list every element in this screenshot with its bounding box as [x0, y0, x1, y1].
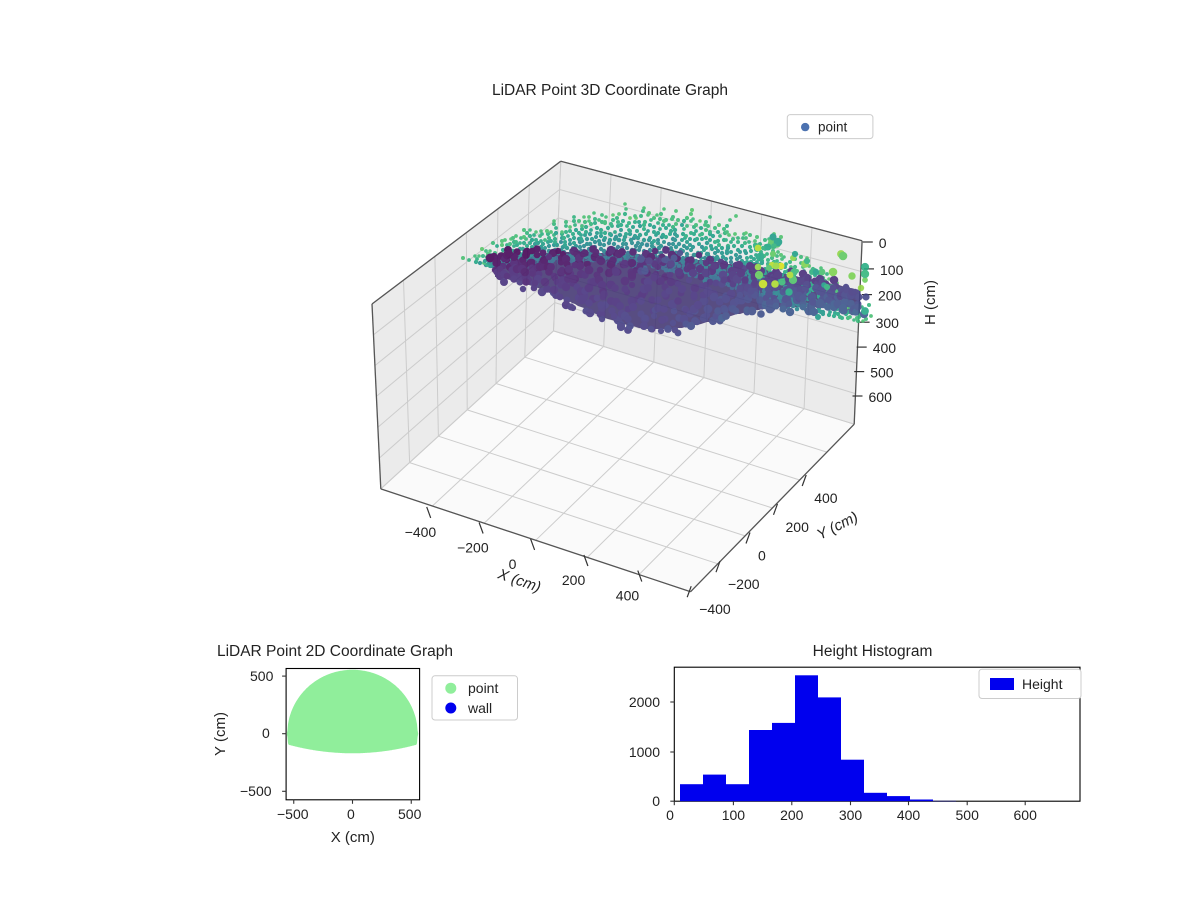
svg-text:100: 100 — [722, 807, 746, 823]
svg-text:0: 0 — [666, 807, 674, 823]
svg-text:0: 0 — [652, 793, 660, 809]
svg-text:400: 400 — [897, 807, 921, 823]
svg-text:500: 500 — [956, 807, 980, 823]
svg-text:600: 600 — [1014, 807, 1038, 823]
svg-text:2000: 2000 — [629, 694, 660, 710]
svg-text:1000: 1000 — [629, 744, 660, 760]
svg-text:300: 300 — [839, 807, 863, 823]
svg-text:Height: Height — [1022, 676, 1063, 692]
svg-text:200: 200 — [780, 807, 804, 823]
